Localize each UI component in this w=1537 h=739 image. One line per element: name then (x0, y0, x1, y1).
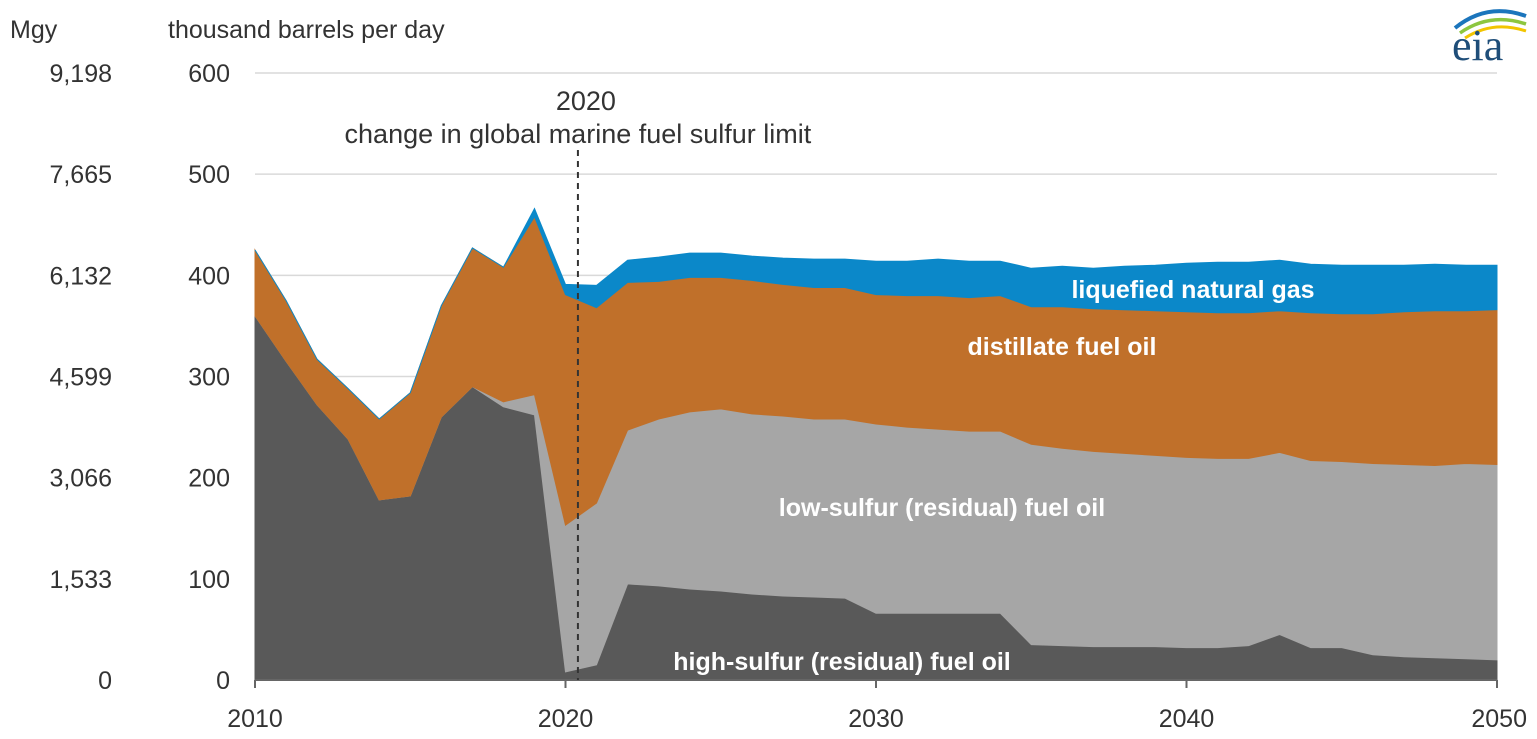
logo-arc-yellow (1464, 25, 1527, 40)
y-tick-300: 300 (188, 364, 230, 392)
y2-tick-0: 0 (98, 667, 112, 695)
eia-logo: eia (1452, 9, 1527, 70)
right-unit-label: thousand barrels per day (168, 16, 445, 44)
x-tick-2020: 2020 (538, 705, 594, 733)
y2-tick-1,533: 1,533 (49, 566, 112, 594)
y-tick-400: 400 (188, 262, 230, 290)
series-label-distillate: distillate fuel oil (968, 333, 1157, 361)
logo-arc-green (1458, 17, 1527, 35)
annotation-text: change in global marine fuel sulfur limi… (345, 119, 812, 149)
logo-arc-blue (1453, 9, 1527, 30)
y-tick-0: 0 (216, 667, 230, 695)
y-tick-100: 100 (188, 566, 230, 594)
annotation-year: 2020 (556, 86, 616, 116)
series-label-high-sulfur: high-sulfur (residual) fuel oil (673, 648, 1011, 676)
logo-text: eia (1452, 21, 1503, 70)
y2-tick-7,665: 7,665 (49, 161, 112, 189)
area-series-3 (254, 207, 1498, 420)
x-tick-2040: 2040 (1159, 705, 1215, 733)
y2-tick-4,599: 4,599 (49, 364, 112, 392)
y-tick-labels-secondary: 0 1,533 3,066 4,599 6,132 7,665 9,198 (49, 60, 112, 695)
series-label-low-sulfur: low-sulfur (residual) fuel oil (779, 494, 1105, 522)
left-unit-label: Mgy (10, 16, 58, 44)
x-tick-2050: 2050 (1471, 705, 1527, 733)
y-tick-500: 500 (188, 161, 230, 189)
y2-tick-3,066: 3,066 (49, 465, 112, 493)
series-label-lng: liquefied natural gas (1071, 276, 1314, 304)
y2-tick-9,198: 9,198 (49, 60, 112, 88)
x-tick-labels: 2010 2020 2030 2040 2050 (227, 680, 1527, 733)
y-tick-200: 200 (188, 465, 230, 493)
y2-tick-6,132: 6,132 (49, 262, 112, 290)
y-tick-600: 600 (188, 60, 230, 88)
y-tick-labels: 0 100 200 300 400 500 600 (188, 60, 230, 695)
x-tick-2010: 2010 (227, 705, 283, 733)
x-tick-2030: 2030 (848, 705, 904, 733)
stacked-areas (254, 207, 1498, 681)
